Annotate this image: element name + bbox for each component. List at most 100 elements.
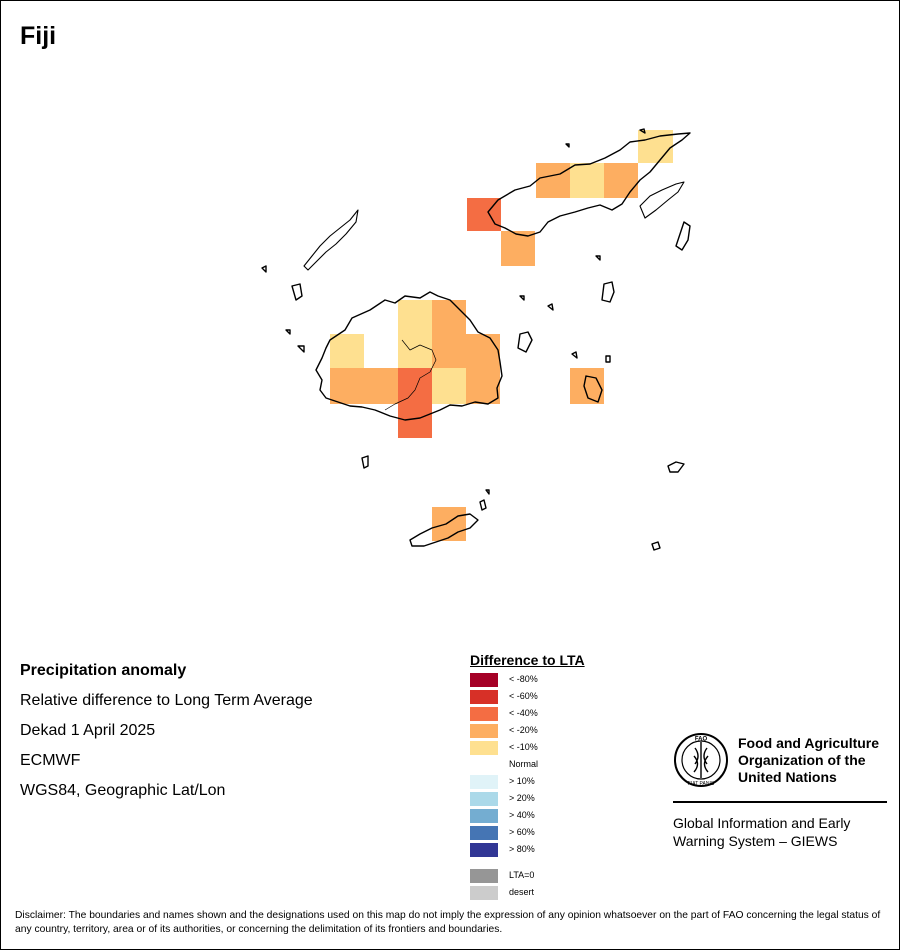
island-kadavu: [409, 513, 479, 547]
legend-swatch: [470, 741, 498, 755]
legend-swatch: [470, 707, 498, 721]
island-small: [291, 283, 303, 301]
legend-label: LTA=0: [509, 870, 535, 880]
grid-cell: [536, 163, 570, 198]
island-small: [485, 489, 490, 495]
island-small: [667, 461, 685, 473]
legend-gap: [470, 859, 585, 868]
legend-swatch: [470, 809, 498, 823]
island-small: [651, 541, 661, 551]
island-small: [565, 143, 570, 148]
grid-cell: [398, 334, 432, 368]
legend-swatch: [470, 869, 498, 883]
province-boundary: [384, 339, 437, 411]
info-line: ECMWF: [20, 752, 81, 769]
legend-label: desert: [509, 887, 535, 897]
giews-line: Warning System – GIEWS: [673, 833, 838, 849]
legend-swatch: [470, 826, 498, 840]
fao-name-line: United Nations: [738, 769, 837, 785]
grid-cell: [398, 404, 432, 438]
grid-cell: [432, 300, 466, 334]
island-small: [595, 255, 601, 261]
legend-item: < -60%: [470, 689, 585, 706]
legend-label: < -40%: [509, 708, 538, 718]
info-line: WGS84, Geographic Lat/Lon: [20, 782, 226, 799]
grid-cell: [364, 368, 398, 404]
legend-item: Normal: [470, 757, 585, 774]
island-small: [361, 455, 369, 469]
legend-item: < -40%: [470, 706, 585, 723]
legend: Difference to LTA < -80% < -60% < -40% < -2…: [470, 652, 585, 902]
island-small: [285, 329, 291, 335]
giews-line: Global Information and Early: [673, 815, 851, 831]
legend-swatch: [470, 886, 498, 900]
island-koro: [601, 281, 615, 303]
legend-item: > 10%: [470, 774, 585, 791]
island-small: [297, 345, 305, 353]
grid-cell: [330, 334, 364, 368]
island-small: [261, 265, 267, 273]
legend-swatch: [470, 673, 498, 687]
legend-label: > 40%: [509, 810, 535, 820]
legend-label: < -80%: [509, 674, 538, 684]
grid-cell: [604, 163, 638, 198]
grid-cell: [432, 507, 466, 541]
legend-item: > 80%: [470, 842, 585, 859]
island-small: [547, 303, 554, 311]
legend-swatch: [470, 775, 498, 789]
legend-swatch: [470, 758, 498, 772]
island-small: [479, 499, 487, 511]
island-small: [639, 128, 646, 134]
map-canvas: [261, 128, 691, 551]
legend-rows: < -80% < -60% < -40% < -20% < -10% Normal > 10…: [470, 672, 585, 902]
grid-cell: [398, 368, 432, 404]
legend-item: < -80%: [470, 672, 585, 689]
legend-label: > 20%: [509, 793, 535, 803]
island-small: [519, 295, 525, 301]
island-viti-levu: [315, 291, 503, 421]
fao-logo-icon: FAO FIAT PANIS: [674, 733, 728, 787]
island-small: [571, 351, 578, 359]
legend-swatch: [470, 843, 498, 857]
legend-label: Normal: [509, 759, 539, 769]
fao-logo-bottom-text: FIAT PANIS: [688, 781, 715, 787]
legend-item: > 40%: [470, 808, 585, 825]
legend-label: < -60%: [509, 691, 538, 701]
info-line: Dekad 1 April 2025: [20, 722, 156, 739]
anomaly-grid: [330, 130, 673, 541]
legend-title: Difference to LTA: [470, 652, 585, 668]
legend-label: > 10%: [509, 776, 535, 786]
info-line: Relative difference to Long Term Average: [20, 692, 313, 709]
giews-name: Global Information and Early Warning Sys…: [673, 814, 893, 850]
legend-swatch: [470, 690, 498, 704]
legend-label: < -20%: [509, 725, 538, 735]
legend-item: LTA=0: [470, 868, 585, 885]
fao-divider: [673, 801, 887, 803]
grid-cell: [432, 334, 466, 368]
legend-label: < -10%: [509, 742, 538, 752]
fao-name-line: Organization of the: [738, 752, 866, 768]
island-small: [605, 355, 611, 363]
disclaimer: Disclaimer: The boundaries and names sho…: [15, 910, 881, 935]
grid-cell: [432, 368, 466, 404]
island-lau: [583, 375, 603, 403]
legend-item: > 20%: [470, 791, 585, 808]
grid-cell: [398, 300, 432, 334]
map-title: Fiji: [20, 22, 57, 50]
legend-label: > 60%: [509, 827, 535, 837]
island-yasawa: [303, 209, 359, 271]
grid-cell: [330, 368, 364, 404]
grid-cell: [466, 334, 500, 368]
legend-label: > 80%: [509, 844, 535, 854]
map-info-block: Precipitation anomaly Relative differenc…: [20, 656, 313, 806]
island-ovalau: [517, 331, 533, 353]
legend-swatch: [470, 792, 498, 806]
grid-cell: [501, 231, 535, 266]
legend-item: < -20%: [470, 723, 585, 740]
island-taveuni: [675, 221, 691, 251]
grid-cell: [570, 368, 604, 404]
legend-item: desert: [470, 885, 585, 902]
grid-cell: [570, 163, 604, 198]
island-vanua-levu: [487, 132, 691, 237]
legend-swatch: [470, 724, 498, 738]
